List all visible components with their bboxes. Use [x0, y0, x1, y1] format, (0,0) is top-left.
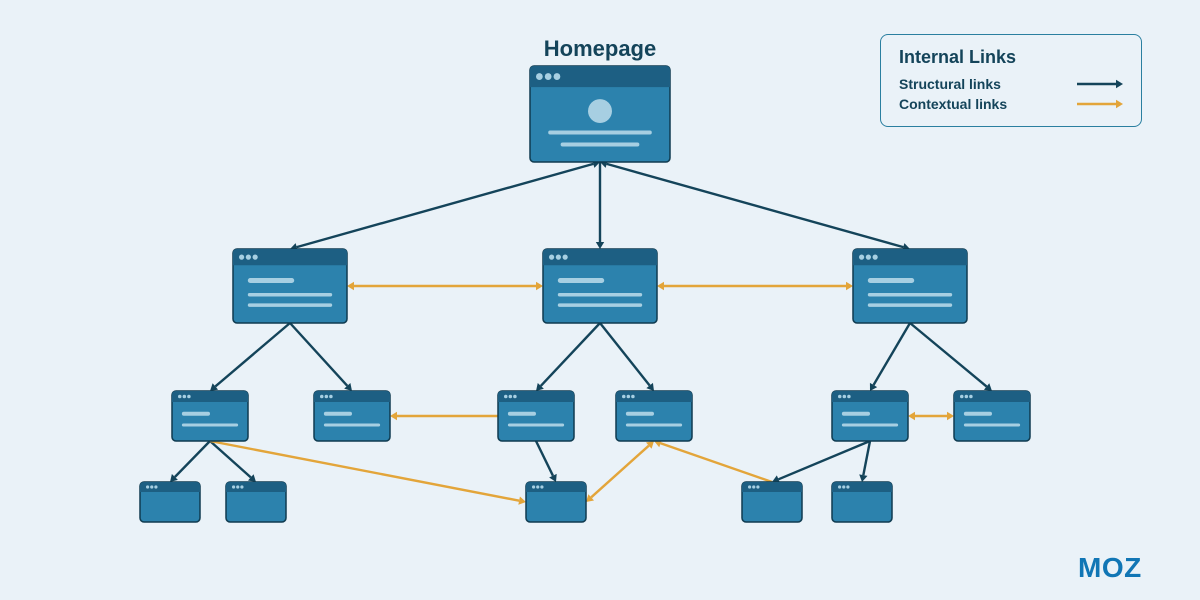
legend-title: Internal Links — [899, 47, 1123, 68]
page-node — [616, 391, 692, 441]
legend-label: Structural links — [899, 76, 1001, 92]
edges — [170, 160, 992, 505]
page-node — [233, 249, 347, 323]
page-node — [172, 391, 248, 441]
page-node — [314, 391, 390, 441]
page-node — [853, 249, 967, 323]
legend-label: Contextual links — [899, 96, 1007, 112]
legend-row: Structural links — [899, 76, 1123, 92]
legend-arrow-icon — [1077, 77, 1123, 91]
edge — [874, 323, 910, 385]
edge — [536, 441, 553, 476]
edge — [591, 446, 649, 498]
page-node — [530, 66, 670, 162]
page-node — [742, 482, 802, 522]
page-node — [832, 482, 892, 522]
edge — [661, 443, 772, 482]
diagram-title: Homepage — [544, 36, 656, 62]
page-node — [498, 391, 574, 441]
page-node — [832, 391, 908, 441]
page-node — [226, 482, 286, 522]
legend-arrow-icon — [1077, 97, 1123, 111]
edge — [290, 323, 347, 386]
page-node — [954, 391, 1030, 441]
diagram-canvas: { "canvas": { "width": 1200, "height": 6… — [0, 0, 1200, 600]
edge — [541, 323, 600, 386]
page-node — [526, 482, 586, 522]
legend-box: Internal Links Structural links Contextua… — [880, 34, 1142, 127]
edge — [297, 164, 594, 247]
moz-logo: MOZ — [1078, 552, 1142, 584]
page-node — [543, 249, 657, 323]
edge — [600, 323, 650, 386]
legend-row: Contextual links — [899, 96, 1123, 112]
edge — [607, 164, 904, 247]
edge — [210, 441, 251, 477]
edge — [778, 441, 870, 479]
page-node — [140, 482, 200, 522]
edge — [175, 441, 210, 477]
edge — [215, 323, 290, 386]
edge — [863, 441, 870, 475]
edge — [910, 323, 987, 387]
